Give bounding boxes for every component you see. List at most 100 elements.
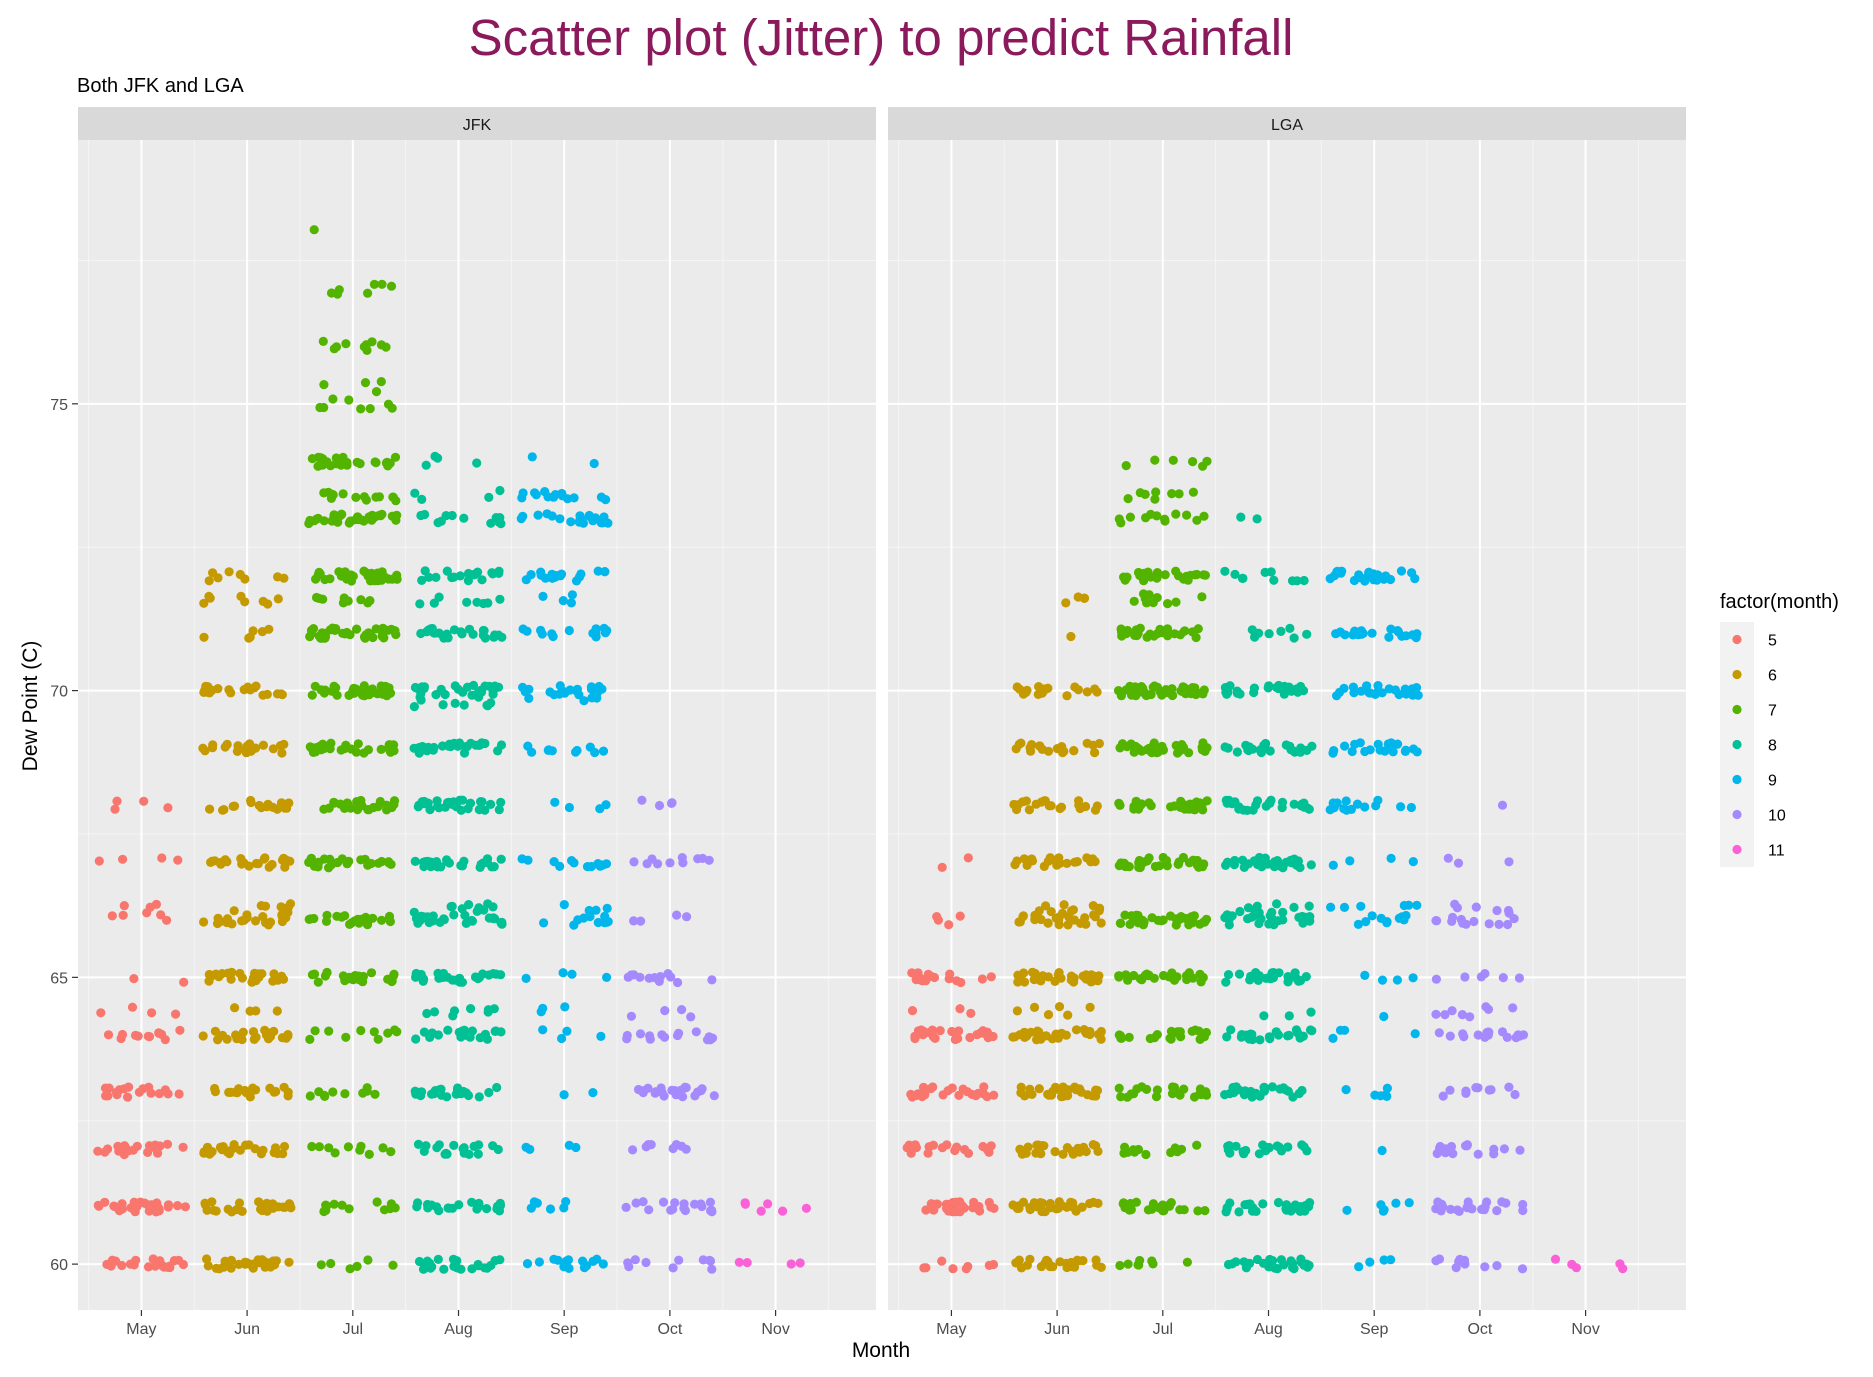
data-point [331,342,342,352]
data-point [1386,853,1396,864]
data-point [1192,569,1202,580]
data-point [1025,743,1035,753]
data-point [947,1026,957,1037]
data-point [118,854,128,864]
data-point [467,916,477,926]
data-point [324,863,334,873]
data-point [248,973,258,983]
data-point [1432,1148,1442,1159]
data-point [457,904,467,914]
data-point [1188,973,1198,983]
legend-swatch [1732,739,1742,750]
x-tick-label: Oct [657,1321,682,1338]
data-point [654,976,664,987]
data-point [1386,1255,1396,1265]
data-point [1158,915,1168,925]
data-point [1090,805,1101,815]
data-point [251,858,261,869]
data-point [1197,862,1208,872]
data-point [1480,1202,1490,1212]
data-point [419,974,429,984]
data-point [1329,746,1339,756]
data-point [1135,623,1145,633]
data-point [230,1143,240,1153]
facet-panel-lga: LGA May Jun Jul Aug Sep Oct Nov [888,107,1686,1338]
data-point [175,1025,185,1035]
data-point [203,1261,213,1271]
data-point [363,860,373,870]
data-point [1264,629,1274,639]
data-point [709,1091,719,1101]
data-point [441,1148,451,1158]
data-point [482,1204,492,1214]
data-point [979,1082,989,1092]
data-point [1239,862,1249,873]
data-point [325,744,335,754]
data-point [411,1089,421,1099]
data-point [1039,861,1049,872]
data-point [1071,1025,1082,1035]
data-point [681,1144,691,1154]
data-point [533,510,543,520]
data-point [1497,800,1508,810]
data-point [118,910,128,920]
data-point [210,1083,220,1094]
data-point [1198,972,1208,983]
data-point [388,492,398,502]
data-point [1121,970,1131,980]
data-point [263,1034,274,1044]
data-point [1492,1206,1502,1216]
data-point [928,1082,938,1092]
data-point [256,1204,266,1214]
data-point [986,972,996,982]
data-point [106,1261,116,1271]
data-point [591,905,601,915]
data-point [476,685,486,695]
data-point [446,902,456,912]
data-point [916,1025,926,1035]
data-point [413,802,423,812]
data-point [341,1032,351,1042]
data-point [1088,901,1098,911]
data-point [1252,796,1263,806]
data-point [319,804,329,814]
data-point [213,913,223,923]
data-point [1223,970,1234,980]
data-point [156,910,166,920]
data-point [947,1083,957,1093]
x-axis-label: Month [852,1339,910,1362]
data-point [373,1034,383,1044]
data-point [1178,852,1188,863]
data-point [955,1004,965,1014]
data-point [451,1089,461,1099]
data-point [1328,1033,1338,1043]
data-point [1461,919,1471,929]
data-point [1152,511,1162,521]
data-point [371,492,381,502]
data-point [670,1198,680,1208]
data-point [411,1034,421,1044]
data-point [592,688,602,698]
data-point [1130,741,1141,752]
data-point [566,517,576,527]
data-point [1172,748,1183,758]
data-point [257,969,267,979]
data-point [468,680,479,691]
data-point [1077,1202,1087,1212]
data-point [336,509,347,519]
data-point [679,1199,689,1209]
data-point [1075,803,1085,814]
data-point [919,1263,929,1273]
data-point [1381,571,1391,581]
data-point [531,490,541,500]
data-point [1123,625,1133,636]
data-point [1380,746,1390,756]
data-point [1029,1002,1040,1013]
data-point [377,279,387,289]
data-point [1481,1002,1491,1012]
data-point [1301,972,1311,982]
data-point [439,1264,449,1274]
data-point [910,1033,920,1044]
data-point [667,798,677,808]
data-point [246,795,256,806]
